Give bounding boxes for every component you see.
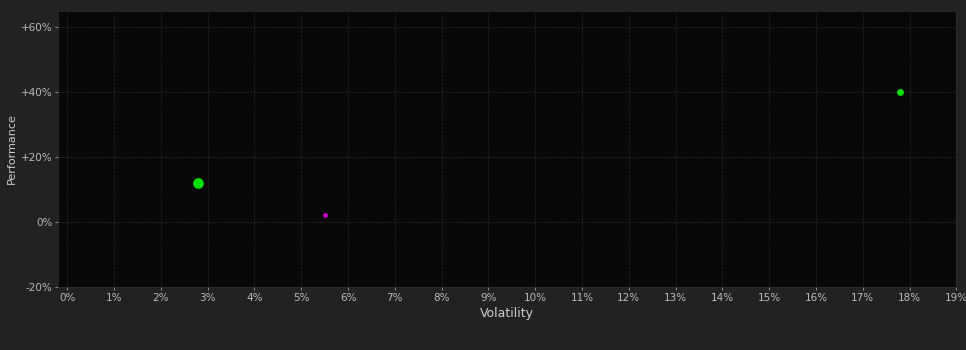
Y-axis label: Performance: Performance xyxy=(7,113,16,184)
X-axis label: Volatility: Volatility xyxy=(480,307,534,320)
Point xyxy=(190,180,206,186)
Point xyxy=(893,89,908,95)
Point xyxy=(317,213,332,218)
